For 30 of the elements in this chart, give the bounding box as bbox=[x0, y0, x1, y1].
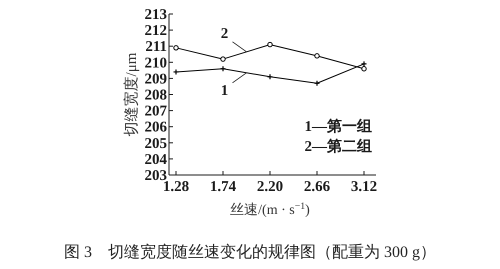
point bbox=[361, 66, 367, 72]
annotation: 1—第一组 bbox=[304, 118, 372, 135]
y-tick-label: 206 bbox=[144, 120, 168, 136]
series-label: 1 bbox=[220, 82, 228, 99]
y-tick-label: 213 bbox=[144, 7, 167, 23]
point bbox=[220, 56, 226, 62]
y-tick-label: 205 bbox=[144, 136, 167, 152]
series-label: 2 bbox=[220, 26, 228, 42]
y-tick-label: 207 bbox=[144, 104, 168, 120]
y-tick-label: 210 bbox=[144, 55, 167, 72]
point bbox=[314, 53, 320, 59]
x-tick-label: 2.66 bbox=[304, 179, 331, 195]
x-tick-label: 1.28 bbox=[162, 179, 190, 195]
point bbox=[267, 42, 273, 48]
point bbox=[314, 80, 320, 86]
y-tick-label: 209 bbox=[144, 71, 167, 88]
point bbox=[266, 74, 274, 80]
y-tick-label: 208 bbox=[144, 88, 167, 104]
x-tick-label: 3.12 bbox=[350, 179, 378, 195]
annotation: 2—第二组 bbox=[304, 138, 372, 155]
text: 图 3 切缝宽度随丝速变化的规律图（配重为 300 g） bbox=[64, 243, 436, 261]
y-tick-label: 204 bbox=[144, 152, 168, 168]
x-tick-label: 2.20 bbox=[256, 179, 284, 195]
y-axis-title: 切缝宽度/μm bbox=[123, 52, 140, 136]
x-axis-title: 丝速/(m · s$^{−1}$) bbox=[230, 200, 310, 218]
x-tick-label: 1.74 bbox=[210, 179, 237, 195]
y-tick-label: 212 bbox=[144, 23, 167, 40]
y-tick-label: 211 bbox=[145, 39, 167, 56]
point bbox=[220, 66, 226, 72]
point bbox=[173, 45, 179, 51]
